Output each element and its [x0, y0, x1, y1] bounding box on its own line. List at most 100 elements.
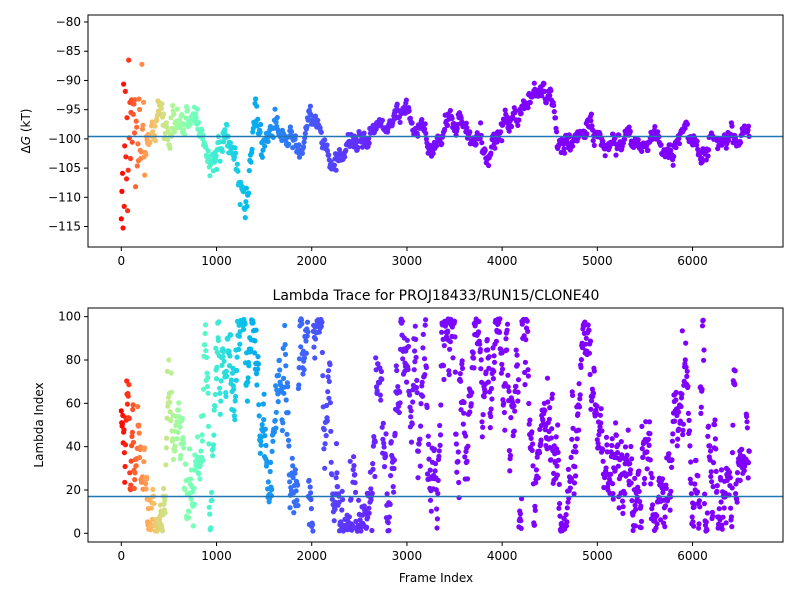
lambda-trace-point: [333, 441, 340, 447]
lambda-trace-point: [327, 362, 333, 368]
lambda-trace-point: [644, 449, 650, 455]
lambda-trace-point: [567, 485, 573, 491]
lambda-trace-point: [241, 326, 247, 332]
lambda-trace-point: [531, 522, 538, 528]
lambda-trace-point: [321, 446, 327, 452]
lambda-trace-point: [372, 473, 378, 480]
lambda-trace-point: [732, 368, 738, 374]
lambda-trace-point: [276, 357, 282, 363]
lambda-trace-point: [168, 418, 174, 424]
lambda-trace-point: [485, 379, 491, 385]
lambda-trace-point: [680, 427, 686, 433]
lambda-trace-point: [180, 440, 186, 446]
lambda-trace-panel: 0 1000 2000 3000 4000 5000 6000 0 20 40 60 80 100 L…: [32, 288, 784, 585]
lambda-trace-point: [719, 522, 725, 528]
lambda-trace-point: [714, 488, 720, 494]
free-energy-point: [613, 152, 619, 158]
lambda-trace-point: [281, 390, 287, 396]
free-energy-point: [132, 97, 138, 103]
lambda-trace-point: [699, 386, 705, 392]
lambda-trace-point: [271, 429, 277, 435]
free-energy-point: [142, 172, 148, 178]
lambda-trace-point: [437, 432, 444, 438]
lambda-trace-point: [261, 391, 267, 397]
lambda-trace-point: [231, 386, 237, 392]
lambda-trace-point: [244, 398, 250, 404]
lambda-trace-point: [491, 353, 497, 359]
lambda-trace-point: [391, 457, 397, 463]
lambda-trace-point: [563, 511, 569, 518]
lambda-trace-point: [210, 446, 216, 452]
lambda-trace-point: [576, 381, 582, 387]
lambda-trace-point: [136, 422, 142, 428]
free-energy-point: [705, 153, 711, 159]
y-tick-label: −90: [56, 73, 81, 87]
lambda-trace-point: [277, 367, 283, 373]
lambda-trace-point: [629, 498, 635, 504]
lambda-trace-point: [290, 475, 296, 481]
lambda-trace-point: [603, 434, 610, 440]
lambda-trace-point: [437, 442, 443, 448]
free-energy-point: [684, 121, 691, 127]
lambda-trace-point: [293, 488, 299, 494]
lambda-trace-point: [391, 489, 397, 495]
lambda-trace-point: [525, 328, 531, 334]
lambda-trace-point: [521, 333, 527, 339]
lambda-trace-point: [610, 491, 616, 497]
lambda-trace-point: [396, 409, 402, 416]
lambda-trace-point: [191, 485, 197, 491]
lambda-trace-point: [577, 392, 583, 398]
free-energy-point: [478, 120, 484, 126]
free-energy-point: [449, 115, 455, 121]
lambda-trace-point: [273, 383, 279, 389]
lambda-trace-point: [129, 433, 135, 439]
free-energy-point: [141, 99, 147, 105]
lambda-trace-point: [245, 375, 251, 381]
lambda-trace-point: [683, 364, 689, 370]
lambda-trace-point: [213, 376, 220, 382]
lambda-trace-point: [259, 422, 265, 428]
free-energy-point: [499, 138, 505, 144]
lambda-trace-point: [231, 408, 237, 414]
lambda-trace-point: [682, 357, 688, 363]
free-energy-point: [454, 125, 460, 131]
lambda-trace-point: [745, 475, 751, 481]
lambda-trace-point: [480, 412, 486, 418]
free-energy-point: [149, 119, 155, 125]
lambda-trace-point: [723, 520, 729, 526]
lambda-trace-point: [435, 490, 441, 497]
free-energy-point: [342, 154, 348, 160]
free-energy-point: [745, 123, 752, 129]
lambda-trace-point: [228, 377, 234, 383]
lambda-trace-point: [548, 457, 554, 463]
lambda-trace-point: [427, 497, 434, 503]
lambda-trace-point: [658, 517, 664, 523]
lambda-trace-point: [135, 404, 141, 410]
lambda-trace-point: [522, 382, 528, 388]
free-energy-axes-frame: [87, 14, 784, 248]
lambda-trace-point: [130, 402, 136, 408]
lambda-trace-point: [637, 498, 643, 505]
lambda-trace-point: [600, 458, 606, 464]
lambda-trace-point: [686, 417, 692, 423]
lambda-trace-point: [275, 399, 281, 405]
free-energy-point: [235, 168, 241, 174]
x-tick-label: 1000: [201, 254, 232, 268]
x-tick-label: 6000: [677, 549, 708, 563]
lambda-trace-point: [415, 448, 421, 454]
lambda-trace-point: [669, 464, 675, 470]
lambda-trace-point: [424, 404, 430, 410]
free-energy-points: [118, 57, 752, 231]
free-energy-point: [444, 122, 451, 128]
lambda-trace-point: [379, 376, 385, 382]
lambda-trace-point: [188, 467, 194, 473]
lambda-trace-point: [680, 421, 687, 427]
free-energy-point: [667, 142, 673, 148]
lambda-trace-point: [493, 338, 499, 344]
lambda-trace-point: [408, 439, 415, 445]
lambda-trace-point: [627, 461, 633, 467]
free-energy-point: [492, 145, 498, 151]
lambda-trace-point: [268, 459, 274, 466]
lambda-trace-point: [351, 454, 357, 460]
lambda-trace-point: [669, 438, 676, 444]
